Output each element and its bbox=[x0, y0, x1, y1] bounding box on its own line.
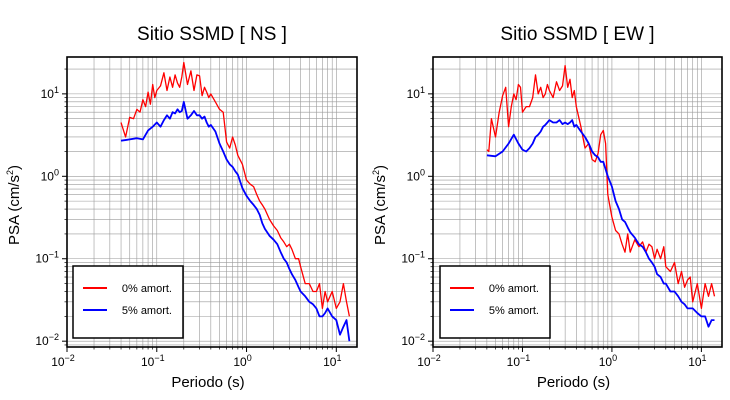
axis-ticks: 10−2 10−1 100 101 10−2 10−1 100 101 bbox=[401, 68, 707, 369]
chart-panel-2: 10−2 10−1 100 101 10−2 10−1 100 101 Sitio SSMD [… bbox=[371, 24, 723, 391]
x-tick-label: 101 bbox=[323, 353, 341, 369]
y-tick-label: 10−1 bbox=[35, 250, 59, 266]
x-tick-label: 10−1 bbox=[141, 353, 165, 369]
legend-label-2: 5% amort. bbox=[489, 305, 539, 317]
x-axis-label: Periodo (s) bbox=[171, 374, 244, 391]
legend-box bbox=[439, 265, 551, 339]
y-tick-label: 100 bbox=[407, 167, 425, 183]
plot-frame bbox=[66, 56, 358, 348]
y-axis-label: PSA (cm/s2) bbox=[371, 165, 389, 245]
series-line-1 bbox=[486, 64, 716, 310]
legend-label-1: 0% amort. bbox=[122, 283, 172, 295]
axis-ticks: 10−2 10−1 100 101 10−2 10−1 100 101 bbox=[35, 68, 341, 369]
y-tick-label: 100 bbox=[41, 167, 59, 183]
legend-label-2: 5% amort. bbox=[122, 305, 172, 317]
plot-frame bbox=[432, 56, 723, 348]
chart-title: Sitio SSMD [ NS ] bbox=[137, 24, 287, 45]
x-tick-label: 10−2 bbox=[417, 353, 441, 369]
legend-label-1: 0% amort. bbox=[489, 283, 539, 295]
legend-box bbox=[72, 265, 184, 339]
grid bbox=[67, 57, 357, 347]
x-tick-label: 101 bbox=[688, 353, 706, 369]
y-tick-label: 10−1 bbox=[401, 250, 425, 266]
y-tick-label: 10−2 bbox=[35, 332, 59, 348]
series-line-1 bbox=[120, 61, 351, 317]
x-tick-label: 100 bbox=[599, 353, 617, 369]
y-tick-label: 101 bbox=[41, 85, 59, 101]
series-line-2 bbox=[120, 101, 351, 342]
x-axis-label: Periodo (s) bbox=[537, 374, 610, 391]
y-tick-label: 101 bbox=[407, 85, 425, 101]
legend: 0% amort. 5% amort. bbox=[72, 265, 184, 339]
legend: 0% amort. 5% amort. bbox=[439, 265, 551, 339]
x-tick-label: 100 bbox=[233, 353, 251, 369]
chart-title: Sitio SSMD [ EW ] bbox=[500, 24, 654, 45]
chart-panel-1: 10−2 10−1 100 101 10−2 10−1 100 101 Sitio SSMD [… bbox=[5, 24, 358, 391]
series-line-2 bbox=[486, 119, 715, 328]
y-axis-label: PSA (cm/s2) bbox=[5, 165, 23, 245]
y-tick-label: 10−2 bbox=[401, 332, 425, 348]
x-tick-label: 10−2 bbox=[51, 353, 75, 369]
x-tick-label: 10−1 bbox=[507, 353, 531, 369]
